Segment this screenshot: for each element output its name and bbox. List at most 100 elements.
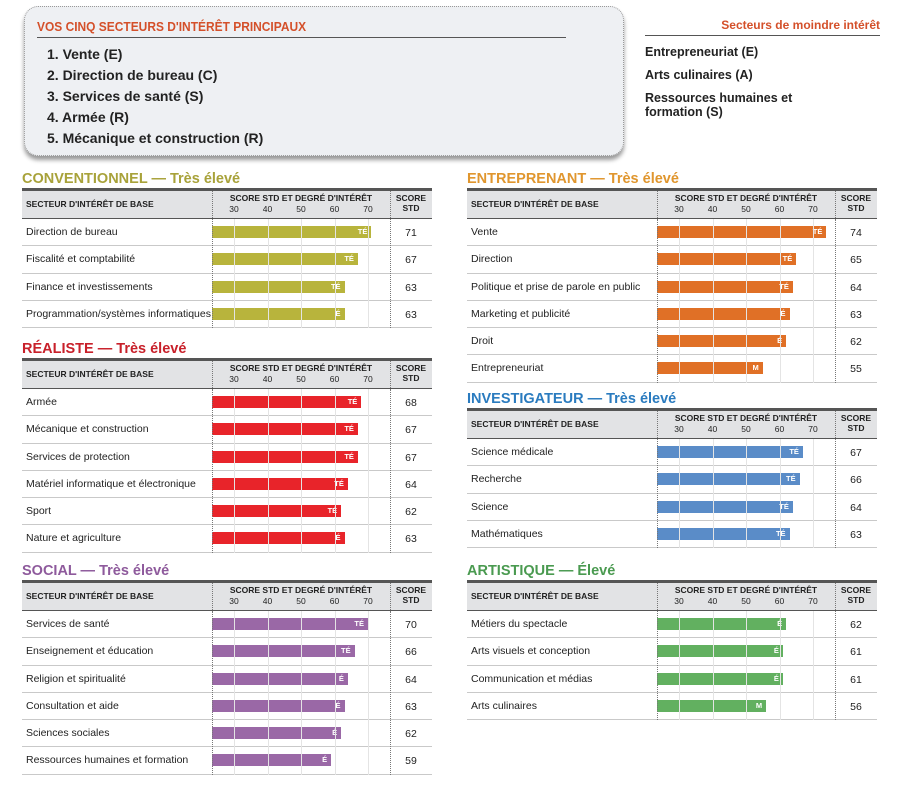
column-divider	[657, 439, 658, 549]
gridline	[779, 219, 781, 383]
gridline	[712, 611, 714, 721]
column-divider	[390, 389, 391, 553]
score-value: 64	[405, 478, 417, 491]
axis-tick-label: 50	[741, 204, 751, 214]
sector-label: Recherche	[471, 473, 522, 486]
table-row: Arts culinaires M 56	[467, 693, 877, 721]
bar: TÉ	[657, 527, 790, 540]
table-row: Armée TÉ 68	[22, 389, 432, 417]
level-label: É	[780, 308, 786, 318]
header-sector: SECTEUR D'INTÉRÊT DE BASE	[471, 199, 599, 209]
bar: TÉ	[212, 396, 362, 408]
bar: É	[212, 699, 345, 712]
sector-label: Communication et médias	[471, 672, 593, 685]
level-label: TÉ	[779, 501, 789, 511]
score-value: 65	[850, 254, 862, 267]
sector-label: Services de protection	[26, 450, 130, 463]
gridline	[712, 219, 714, 383]
top-five-box: VOS CINQ SECTEURS D'INTÉRÊT PRINCIPAUX 1…	[24, 6, 624, 156]
sector-label: Entrepreneuriat	[471, 362, 544, 375]
column-divider	[212, 583, 213, 610]
score-value: 62	[850, 336, 862, 349]
level-label: M	[755, 700, 763, 710]
list-item: 2. Direction de bureau (C)	[47, 67, 218, 83]
list-item: 5. Mécanique et construction (R)	[47, 130, 264, 146]
header-score-degree: SCORE STD ET DEGRÉ D'INTÉRÊT	[674, 413, 818, 423]
level-label: É	[773, 646, 779, 656]
table-header: SECTEUR D'INTÉRÊT DE BASE SCORE STD ET DE…	[467, 580, 877, 611]
table-body: Science médicale TÉ 67 Recherche TÉ 66 Science…	[467, 439, 877, 549]
bar: É	[212, 727, 342, 740]
gridline	[334, 219, 336, 329]
column-divider	[657, 611, 658, 721]
column-divider	[212, 191, 213, 218]
table-row: Politique et prise de parole en public TÉ…	[467, 274, 877, 301]
score-value: 70	[405, 619, 417, 631]
table-row: Mathématiques TÉ 63	[467, 521, 877, 549]
table-row: Entrepreneuriat M 55	[467, 355, 877, 383]
sector-label: Finance et investissements	[26, 280, 153, 293]
gridline	[234, 219, 235, 329]
gridline	[779, 611, 781, 721]
sector-label: Nature et agriculture	[26, 532, 122, 545]
bar: É	[212, 672, 348, 685]
table-row: Enseignement et éducation TÉ 66	[22, 638, 432, 666]
axis-tick-label: 30	[229, 204, 239, 214]
table-row: Consultation et aide É 63	[22, 693, 432, 721]
section-title: ENTREPRENANT — Très élevé	[467, 171, 679, 187]
axis-tick-label: 30	[674, 424, 684, 434]
sector-label: Sport	[26, 505, 52, 518]
score-value: 62	[850, 619, 862, 631]
score-value: 59	[405, 755, 417, 768]
bar: É	[657, 618, 787, 630]
table-header: SECTEUR D'INTÉRÊT DE BASE SCORE STD ET DE…	[22, 358, 432, 389]
column-divider	[835, 583, 836, 610]
table-row: Vente TÉ 74	[467, 219, 877, 247]
chart-section: ARTISTIQUE — Élevé SECTEUR D'INTÉRÊT DE B…	[467, 562, 877, 721]
chart-section: RÉALISTE — Très élevé SECTEUR D'INTÉRÊT D…	[22, 340, 432, 553]
header-score-degree: SCORE STD ET DEGRÉ D'INTÉRÊT	[229, 193, 373, 203]
level-label: TÉ	[779, 281, 789, 291]
sector-label: Politique et prise de parole en public	[471, 280, 641, 293]
axis-tick-label: 70	[808, 596, 818, 606]
gridline	[746, 219, 747, 383]
sector-label: Arts visuels et conception	[471, 645, 591, 658]
table-row: Services de protection TÉ 67	[22, 444, 432, 471]
axis-tick-label: 60	[774, 204, 785, 214]
bar: TÉ	[212, 280, 345, 293]
level-label: TÉ	[789, 447, 799, 456]
score-value: 63	[405, 533, 417, 546]
sector-label: Direction	[471, 253, 513, 266]
bar: TÉ	[657, 473, 800, 486]
gridline	[368, 219, 369, 329]
level-label: TÉ	[347, 397, 358, 406]
level-label: M	[752, 363, 759, 373]
sector-label: Enseignement et éducation	[26, 645, 154, 658]
axis-tick-label: 30	[674, 596, 684, 606]
gridline	[813, 219, 814, 383]
bar: TÉ	[657, 500, 793, 513]
bar: M	[657, 699, 767, 712]
score-value: 67	[405, 424, 417, 437]
header-score-std: SCORE STD	[395, 363, 427, 383]
column-divider	[390, 583, 391, 610]
column-divider	[390, 361, 391, 388]
section-title: SOCIAL — Très élevé	[22, 563, 170, 579]
column-divider	[835, 191, 836, 218]
column-divider	[212, 611, 213, 775]
list-item: 4. Armée (R)	[47, 109, 129, 125]
gridline	[679, 439, 680, 549]
sector-label: Religion et spiritualité	[26, 672, 126, 685]
gridline	[301, 389, 302, 553]
table-row: Matériel informatique et électronique TÉ 6…	[22, 471, 432, 499]
column-divider	[835, 611, 836, 721]
table-row: Marketing et publicité É 63	[467, 301, 877, 329]
gridline	[301, 611, 302, 775]
table-row: Sciences sociales É 62	[22, 720, 432, 748]
score-value: 64	[850, 501, 862, 514]
bar: É	[212, 307, 345, 320]
table-body: Direction de bureau TÉ 71 Fiscalité et comp…	[22, 219, 432, 329]
table-row: Religion et spiritualité É 64	[22, 666, 432, 693]
axis-tick-label: 40	[262, 204, 273, 214]
